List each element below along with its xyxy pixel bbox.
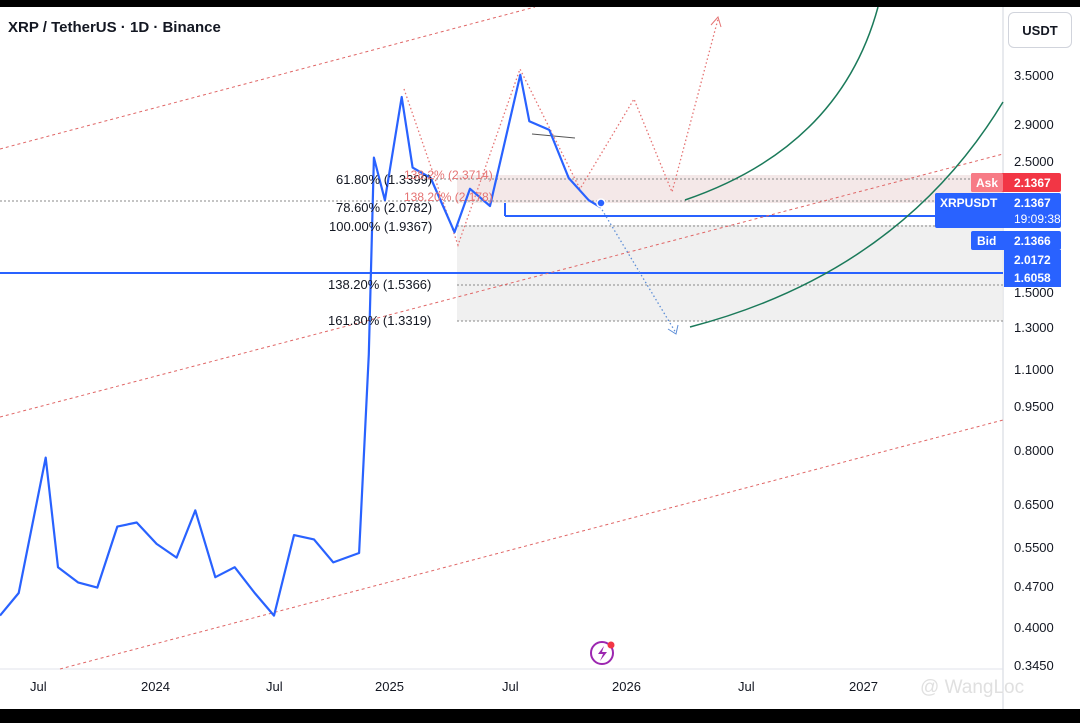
fib-label-618: 61.80% (1.3399) — [336, 172, 432, 187]
last-price-dot — [596, 198, 606, 208]
y-tick: 0.3450 — [1014, 658, 1054, 673]
y-tick: 1.3000 — [1014, 320, 1054, 335]
trendline-black — [531, 133, 576, 139]
channel-top — [0, 7, 536, 150]
ask-label: Ask — [976, 176, 998, 190]
level-value: 1.6058 — [1014, 271, 1051, 285]
x-tick: Jul — [502, 679, 519, 694]
y-tick: 1.1000 — [1014, 362, 1054, 377]
y-tick: 3.5000 — [1014, 68, 1054, 83]
arc-lower — [689, 101, 1004, 328]
y-tick: 0.9500 — [1014, 399, 1054, 414]
y-tick: 0.6500 — [1014, 497, 1054, 512]
watermark: @ WangLoc — [920, 677, 1025, 698]
symbol-label: XRPUSDT — [940, 196, 998, 210]
countdown: 19:09:38 — [1014, 212, 1061, 226]
fib-red-label-2: 138.20% (2.178) — [404, 190, 493, 204]
x-tick: 2027 — [849, 679, 878, 694]
x-tick: Jul — [738, 679, 755, 694]
y-tick: 0.5500 — [1014, 540, 1054, 555]
fib-label-100: 100.00% (1.9367) — [329, 219, 432, 234]
y-tick: 2.9000 — [1014, 117, 1054, 132]
lightning-icon[interactable] — [590, 641, 615, 665]
channel-middle — [0, 153, 1004, 418]
y-tick: 0.4700 — [1014, 579, 1054, 594]
currency-button[interactable]: USDT — [1008, 12, 1072, 48]
level-tag-1-6058: 1.6058 — [1004, 268, 1061, 287]
x-tick: Jul — [266, 679, 283, 694]
fib-label-1382: 138.20% (1.5366) — [328, 277, 431, 292]
x-axis: Jul 2024 Jul 2025 Jul 2026 Jul 2027 — [30, 679, 878, 694]
x-tick: 2026 — [612, 679, 641, 694]
level-value: 2.0172 — [1014, 253, 1051, 267]
fib-label-786: 78.60% (2.0782) — [336, 200, 432, 215]
bid-value: 2.1366 — [1014, 234, 1051, 248]
channel-bottom — [59, 419, 1004, 670]
projection-arrow-up — [710, 15, 722, 28]
price-chart[interactable]: 61.80% (1.3399) 78.60% (2.0782) 100.00% … — [0, 7, 1080, 709]
symbol-title: XRP / TetherUS · 1D · Binance — [8, 19, 221, 36]
bid-label: Bid — [977, 234, 996, 248]
symbol-tag: XRPUSDT 2.1367 19:09:38 — [935, 193, 1061, 228]
fib-zone-upper — [457, 175, 1003, 203]
x-tick: 2025 — [375, 679, 404, 694]
y-axis: 3.5000 2.9000 2.5000 1.5000 1.3000 1.100… — [1014, 68, 1054, 673]
x-tick: 2024 — [141, 679, 170, 694]
projection-zigzag — [403, 18, 719, 247]
bottom-bar — [0, 709, 1080, 723]
bid-tag: Bid 2.1366 — [971, 231, 1061, 250]
x-tick: Jul — [30, 679, 47, 694]
level-tag-2-0172: 2.0172 — [1004, 250, 1061, 269]
ask-value: 2.1367 — [1014, 176, 1051, 190]
y-tick: 1.5000 — [1014, 285, 1054, 300]
fib-label-1618: 161.80% (1.3319) — [328, 313, 431, 328]
symbol-value: 2.1367 — [1014, 196, 1051, 210]
price-series-line — [0, 73, 602, 617]
y-tick: 0.8000 — [1014, 443, 1054, 458]
fib-red-label-1: 138.2% (2.3714) — [404, 168, 493, 182]
y-tick: 2.5000 — [1014, 154, 1054, 169]
projection-arrow-down — [667, 324, 679, 335]
ask-tag: Ask 2.1367 — [971, 173, 1061, 192]
arc-upper — [684, 7, 879, 201]
projection-down — [597, 202, 677, 334]
y-tick: 0.4000 — [1014, 620, 1054, 635]
chart-frame: 61.80% (1.3399) 78.60% (2.0782) 100.00% … — [0, 7, 1080, 709]
